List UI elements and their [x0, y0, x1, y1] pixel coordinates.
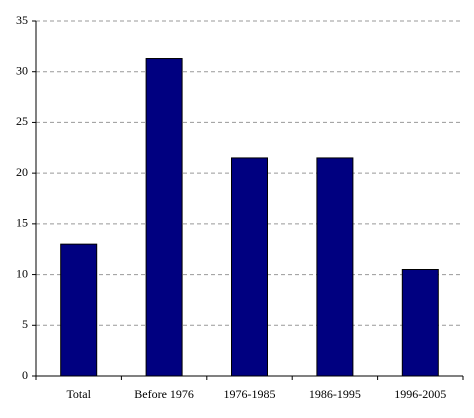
bar: [60, 243, 98, 377]
y-tick-label: 30: [16, 63, 28, 77]
bar: [316, 157, 354, 377]
x-tick-label: Total: [66, 387, 91, 401]
x-tick-label: 1996-2005: [394, 387, 446, 401]
bar: [401, 269, 439, 377]
y-tick-label: 25: [16, 114, 28, 128]
x-tick-label: 1986-1995: [309, 387, 361, 401]
x-tick-label: 1976-1985: [224, 387, 276, 401]
y-tick-label: 15: [16, 216, 28, 230]
bar: [145, 58, 183, 377]
bar: [231, 157, 268, 377]
y-tick-label: 35: [16, 13, 28, 27]
y-tick-label: 10: [16, 266, 28, 280]
y-tick-label: 5: [22, 317, 28, 331]
x-tick-label: Before 1976: [134, 387, 194, 401]
y-tick-label: 0: [22, 368, 28, 382]
y-tick-label: 20: [16, 165, 28, 179]
